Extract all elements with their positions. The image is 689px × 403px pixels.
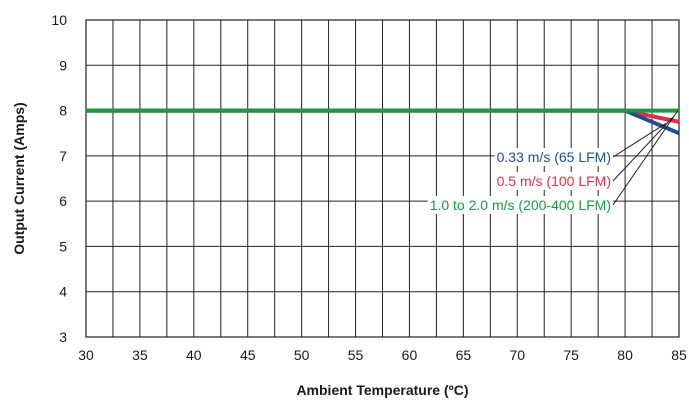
y-tick-label: 4	[59, 284, 67, 300]
x-axis-title: Ambient Temperature (ºC)	[296, 382, 468, 398]
y-tick-label: 8	[59, 103, 67, 119]
series-label-bg	[427, 196, 613, 214]
series-label-bg	[494, 172, 613, 190]
series-lines	[86, 108, 680, 136]
x-tick-label: 30	[78, 347, 94, 363]
x-tick-label: 60	[402, 347, 418, 363]
x-tick-label: 40	[186, 347, 202, 363]
leader-line	[612, 117, 673, 182]
series-label: 1.0 to 2.0 m/s (200-400 LFM)	[430, 197, 611, 213]
series-label: 0.5 m/s (100 LFM)	[497, 173, 611, 189]
y-tick-label: 7	[59, 148, 67, 164]
x-tick-label: 50	[294, 347, 310, 363]
x-tick-label: 75	[563, 347, 579, 363]
series-label: 0.33 m/s (65 LFM)	[497, 149, 611, 165]
y-tick-label: 10	[51, 12, 67, 28]
x-tick-label: 85	[671, 347, 687, 363]
y-tick-label: 5	[59, 238, 67, 254]
y-tick-label: 6	[59, 193, 67, 209]
y-axis-title: Output Current (Amps)	[11, 102, 27, 254]
x-tick-label: 65	[456, 347, 472, 363]
series-annotations: 0.33 m/s (65 LFM) 0.5 m/s (100 LFM) 1.0 to…	[427, 110, 679, 214]
x-tick-label: 35	[132, 347, 148, 363]
series-label-bg	[494, 148, 613, 166]
y-tick-label: 9	[59, 57, 67, 73]
x-tick-label: 70	[509, 347, 525, 363]
y-tick-label: 3	[59, 329, 67, 345]
leader-line	[612, 110, 679, 206]
plot-frame	[85, 19, 680, 338]
x-tick-label: 45	[240, 347, 256, 363]
x-tick-label: 80	[617, 347, 633, 363]
x-tick-label: 55	[348, 347, 364, 363]
leader-line	[612, 122, 667, 158]
